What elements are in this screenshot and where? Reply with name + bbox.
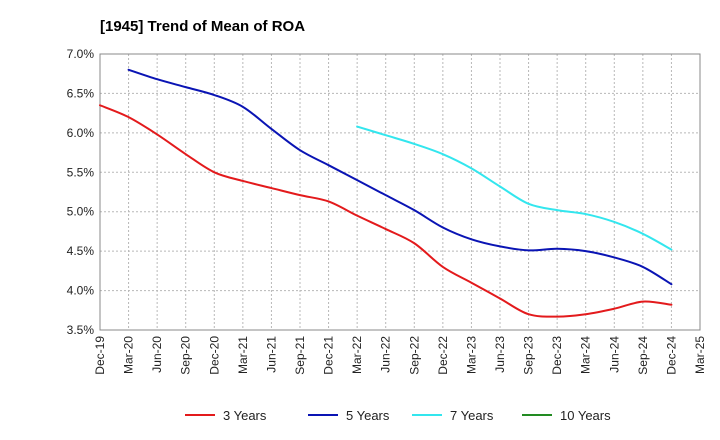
series-line-7-years bbox=[356, 125, 673, 251]
x-tick-label: Mar-23 bbox=[464, 336, 478, 374]
x-tick-label: Jun-22 bbox=[379, 336, 393, 373]
axes: 3.5% 4.0% 4.5% 5.0% 5.5% 6.0% 6.5% 7.0% Dec-19 Ma… bbox=[67, 47, 707, 375]
y-tick-label: 6.0% bbox=[67, 126, 95, 140]
legend-label-10-years: 10 Years bbox=[560, 408, 611, 423]
x-tick-label: Sep-22 bbox=[407, 336, 421, 375]
x-tick-label: Dec-19 bbox=[93, 336, 107, 375]
series-line-5-years bbox=[127, 68, 673, 286]
x-tick-label: Jun-24 bbox=[607, 336, 621, 373]
x-tick-label: Dec-24 bbox=[664, 336, 678, 375]
y-tick-label: 5.5% bbox=[67, 165, 95, 179]
x-tick-label: Jun-21 bbox=[264, 336, 278, 373]
y-tick-label: 7.0% bbox=[67, 47, 95, 61]
x-tick-label: Jun-20 bbox=[150, 336, 164, 373]
legend: 3 Years 5 Years 7 Years 10 Years bbox=[185, 408, 611, 423]
series-lines bbox=[99, 68, 673, 318]
y-tick-label: 4.0% bbox=[67, 284, 95, 298]
x-tick-label: Dec-21 bbox=[322, 336, 336, 375]
legend-label-5-years: 5 Years bbox=[346, 408, 390, 423]
y-tick-label: 4.5% bbox=[67, 244, 95, 258]
x-tick-label: Sep-20 bbox=[179, 336, 193, 375]
x-tick-label: Dec-23 bbox=[550, 336, 564, 375]
x-tick-label: Mar-22 bbox=[350, 336, 364, 374]
x-tick-label: Sep-21 bbox=[293, 336, 307, 375]
x-tick-label: Dec-20 bbox=[207, 336, 221, 375]
x-tick-label: Mar-25 bbox=[693, 336, 707, 374]
x-tick-label: Dec-22 bbox=[436, 336, 450, 375]
y-tick-label: 6.5% bbox=[67, 86, 95, 100]
x-tick-label: Mar-24 bbox=[579, 336, 593, 374]
series-line-3-years bbox=[99, 104, 673, 318]
chart-title: [1945] Trend of Mean of ROA bbox=[100, 18, 305, 35]
x-tick-label: Sep-23 bbox=[522, 336, 536, 375]
y-tick-label: 3.5% bbox=[67, 323, 95, 337]
x-tick-label: Sep-24 bbox=[636, 336, 650, 375]
x-tick-label: Jun-23 bbox=[493, 336, 507, 373]
y-tick-label: 5.0% bbox=[67, 205, 95, 219]
plot-area-border bbox=[99, 53, 701, 331]
legend-label-3-years: 3 Years bbox=[223, 408, 267, 423]
x-tick-label: Mar-21 bbox=[236, 336, 250, 374]
legend-label-7-years: 7 Years bbox=[450, 408, 494, 423]
x-tick-label: Mar-20 bbox=[122, 336, 136, 374]
grid bbox=[99, 53, 701, 331]
